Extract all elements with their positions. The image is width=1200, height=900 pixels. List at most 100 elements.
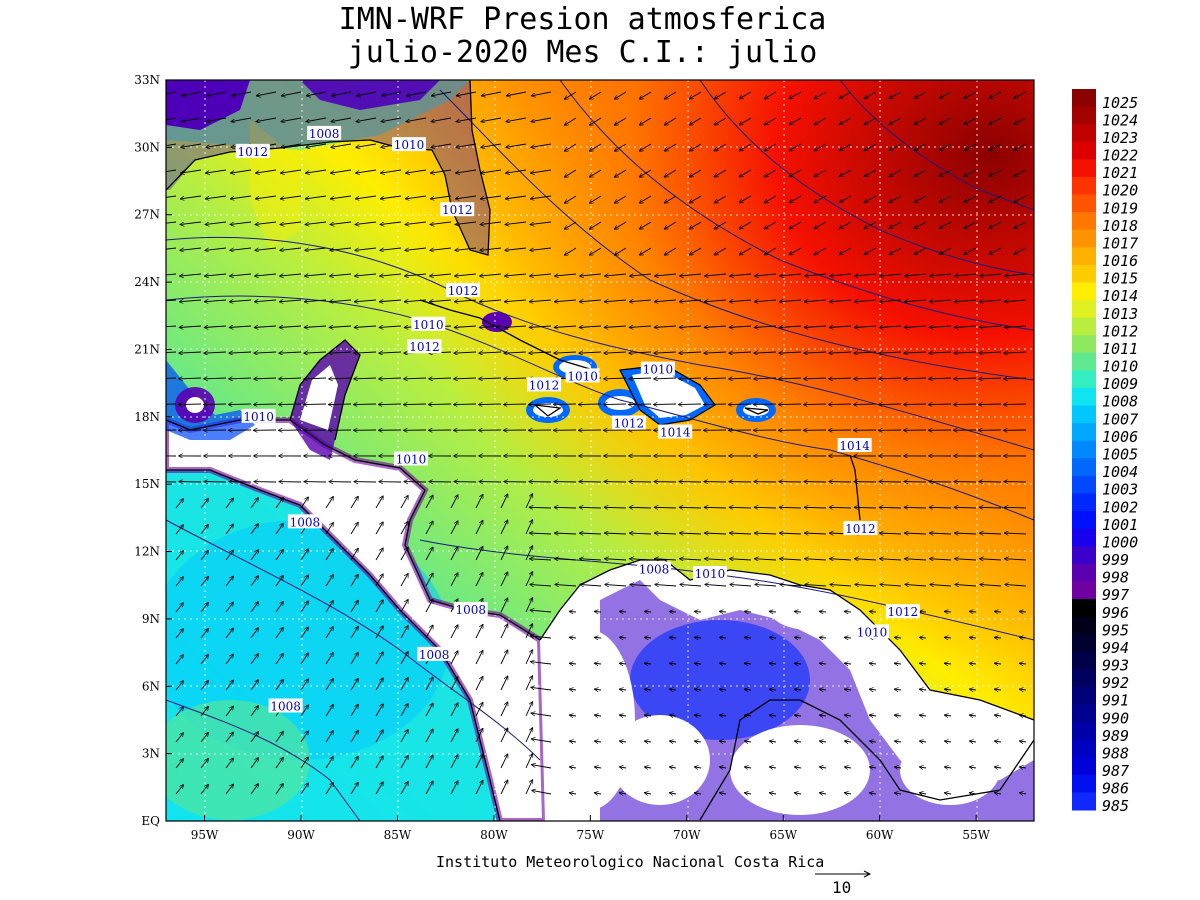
colorbar-swatch [1072, 651, 1096, 670]
colorbar-label: 1017 [1102, 234, 1138, 252]
contour-label: 1008 [287, 514, 322, 529]
contour-label: 1012 [843, 521, 878, 536]
lat-tick-label: 21N [134, 342, 160, 356]
lon-tick-label: 65W [769, 828, 797, 842]
colorbar-swatch [1072, 458, 1096, 477]
svg-text:1014: 1014 [839, 439, 870, 453]
colorbar-label: 998 [1102, 569, 1129, 587]
contour-label: 1008 [417, 646, 452, 662]
svg-text:1010: 1010 [413, 318, 444, 332]
contour-label: 1010 [411, 316, 446, 332]
colorbar-swatch [1072, 247, 1096, 266]
title-line-1: IMN-WRF Presion atmosferica [338, 2, 827, 37]
colorbar-swatch [1072, 440, 1096, 459]
lat-tick-label: 6N [142, 679, 160, 693]
contour-label: 1010 [241, 408, 276, 424]
colorbar-swatch [1072, 722, 1096, 741]
colorbar-label: 1000 [1102, 533, 1138, 551]
colorbar-swatch [1072, 669, 1096, 688]
lat-tick-label: 9N [142, 612, 160, 626]
colorbar-label: 996 [1102, 604, 1129, 622]
lon-tick-label: 80W [480, 828, 508, 842]
land-north-america [166, 80, 490, 255]
colorbar-swatch [1072, 792, 1096, 811]
colorbar-swatch [1072, 423, 1096, 442]
svg-text:1008: 1008 [419, 648, 450, 662]
svg-text:1012: 1012 [448, 284, 479, 298]
colorbar-swatch [1072, 704, 1096, 723]
lon-tick-label: 60W [866, 828, 894, 842]
colorbar-label: 997 [1102, 586, 1129, 604]
lat-tick-label: EQ [141, 814, 160, 828]
contour-label: 1010 [640, 361, 675, 377]
colorbar-label: 1023 [1102, 129, 1138, 147]
colorbar-label: 987 [1102, 762, 1129, 780]
contour-label: 1010 [565, 368, 600, 383]
colorbar-label: 1009 [1102, 375, 1138, 393]
svg-text:1010: 1010 [695, 567, 726, 581]
colorbar-swatch [1072, 264, 1096, 283]
svg-text:1012: 1012 [888, 605, 919, 619]
colorbar-swatch [1072, 511, 1096, 530]
contour-label: 1010 [392, 137, 427, 152]
svg-text:1012: 1012 [614, 417, 645, 431]
colorbar-label: 991 [1102, 692, 1129, 710]
colorbar: 1025102410231022102110201019101810171016… [1072, 89, 1138, 815]
colorbar-label: 988 [1102, 744, 1129, 762]
lat-tick-label: 24N [134, 275, 160, 289]
lon-tick-label: 75W [577, 828, 605, 842]
footer-credit: Instituto Meteorologico Nacional Costa R… [436, 853, 825, 871]
lon-tick-label: 95W [191, 828, 219, 842]
svg-text:1008: 1008 [290, 515, 321, 529]
lon-tick-label: 90W [287, 828, 315, 842]
colorbar-swatch [1072, 774, 1096, 793]
colorbar-label: 1015 [1102, 270, 1138, 288]
colorbar-swatch [1072, 194, 1096, 213]
colorbar-swatch [1072, 106, 1096, 125]
lat-tick-label: 18N [134, 410, 160, 424]
lon-tick-label: 85W [384, 828, 412, 842]
lon-tick-label: 55W [962, 828, 990, 842]
colorbar-swatch [1072, 370, 1096, 389]
svg-text:1010: 1010 [394, 138, 425, 152]
title-line-2: julio-2020 Mes C.I.: julio [347, 35, 818, 70]
colorbar-swatch [1072, 598, 1096, 618]
lat-tick-label: 3N [142, 747, 160, 761]
colorbar-label: 1013 [1102, 305, 1138, 323]
colorbar-swatch [1072, 141, 1096, 160]
contour-label: 1010 [393, 451, 428, 466]
lon-tick-label: 70W [673, 828, 701, 842]
contour-labels: 1012 1008 1010 1012 1012 1010 1012 1010 1010 1008… [235, 125, 920, 713]
colorbar-swatch [1072, 282, 1096, 301]
colorbar-label: 1012 [1102, 322, 1138, 340]
colorbar-label: 1020 [1102, 182, 1138, 200]
contour-label: 1012 [407, 339, 442, 354]
colorbar-label: 1014 [1102, 287, 1138, 305]
colorbar-swatch [1072, 405, 1096, 424]
contour-label: 1014 [837, 438, 872, 453]
map-field: 1012 1008 1010 1012 1012 1010 1012 1010 1010 1008… [166, 80, 1034, 821]
colorbar-swatch [1072, 493, 1096, 512]
colorbar-swatch [1072, 616, 1096, 635]
colorbar-label: 1006 [1102, 428, 1138, 446]
colorbar-label: 1008 [1102, 393, 1138, 411]
colorbar-label: 1003 [1102, 481, 1138, 499]
colorbar-swatch [1072, 124, 1096, 143]
colorbar-label: 1005 [1102, 446, 1138, 464]
colorbar-swatch [1072, 757, 1096, 776]
contour-label: 1008 [453, 601, 488, 617]
colorbar-label: 1001 [1102, 516, 1138, 534]
lat-tick-label: 33N [134, 73, 160, 87]
lat-tick-label: 30N [134, 140, 160, 154]
svg-text:1012: 1012 [409, 340, 440, 354]
colorbar-label: 989 [1102, 727, 1129, 745]
svg-text:1010: 1010 [643, 363, 674, 377]
colorbar-swatch [1072, 300, 1096, 319]
colorbar-swatch [1072, 387, 1096, 407]
svg-text:1014: 1014 [660, 426, 691, 440]
contour-label: 1008 [637, 561, 672, 577]
colorbar-swatch [1072, 229, 1096, 248]
svg-text:1008: 1008 [639, 563, 670, 577]
colorbar-label: 1018 [1102, 217, 1138, 235]
